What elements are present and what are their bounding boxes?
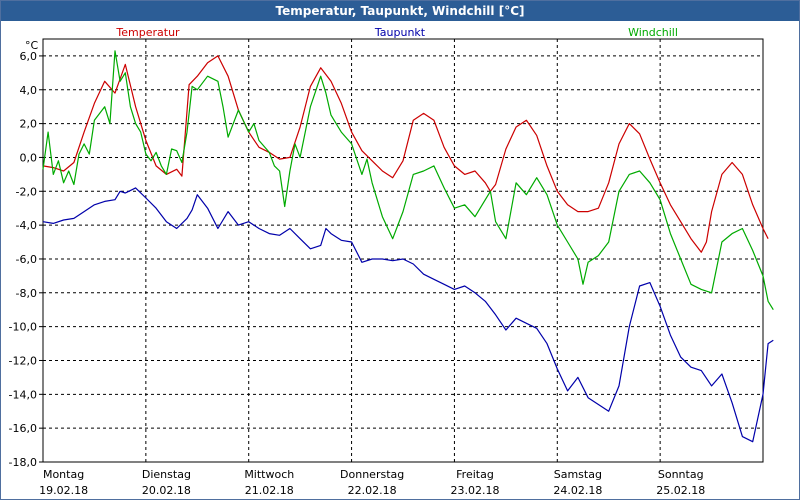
x-tick-label-date: 19.02.18 <box>39 484 88 497</box>
x-tick-label-day: Mittwoch <box>244 468 294 481</box>
legend-entry-taupunkt: Taupunkt <box>374 26 426 39</box>
x-tick-label-day: Dienstag <box>142 468 191 481</box>
y-tick-label: -10,0 <box>9 321 37 334</box>
series-line-taupunkt <box>42 187 774 443</box>
y-tick-label: 4,0 <box>20 84 38 97</box>
y-tick-label: 6,0 <box>20 50 38 63</box>
y-tick-label: 2,0 <box>20 118 38 131</box>
series-lines <box>42 50 774 443</box>
x-tick-label-day: Donnerstag <box>340 468 404 481</box>
y-tick-label: 0,0 <box>20 151 38 164</box>
series-line-temperatur <box>42 55 769 253</box>
x-tick-label-date: 25.02.18 <box>656 484 705 497</box>
legend: Temperatur Taupunkt Windchill <box>115 26 678 39</box>
y-tick-label: -14,0 <box>9 388 37 401</box>
y-axis: °C -18,0 -16,0 -14,0 -12,0 -10,0 -8,0 -6,0 -4,0 -… <box>9 39 43 469</box>
x-tick-label-day: Samstag <box>554 468 602 481</box>
y-tick-label: -4,0 <box>16 219 37 232</box>
x-tick-label-date: 23.02.18 <box>451 484 500 497</box>
x-tick-label-date: 24.02.18 <box>553 484 602 497</box>
x-tick-label-day: Sonntag <box>658 468 704 481</box>
series-line-windchill <box>42 50 774 311</box>
legend-entry-windchill: Windchill <box>628 26 678 39</box>
y-axis-unit: °C <box>25 39 39 52</box>
y-tick-label: -18,0 <box>9 456 37 469</box>
y-tick-label: -6,0 <box>16 253 37 266</box>
x-tick-label-day: Freitag <box>456 468 494 481</box>
x-tick-label-day: Montag <box>43 468 84 481</box>
x-axis: Montag 19.02.18 Dienstag 20.02.18 Mittwoch 21… <box>39 468 705 497</box>
y-tick-label: -2,0 <box>16 185 37 198</box>
chart-canvas: °C -18,0 -16,0 -14,0 -12,0 -10,0 -8,0 -6,0 -4,0 -… <box>9 26 774 497</box>
plot-area <box>42 38 764 463</box>
y-tick-label: -16,0 <box>9 422 37 435</box>
grid-lines <box>43 39 763 463</box>
x-tick-label-date: 20.02.18 <box>142 484 191 497</box>
window-title: Temperatur, Taupunkt, Windchill [°C] <box>1 1 799 21</box>
x-tick-label-date: 22.02.18 <box>348 484 397 497</box>
y-tick-label: -12,0 <box>9 354 37 367</box>
legend-entry-temperatur: Temperatur <box>115 26 180 39</box>
x-tick-label-date: 21.02.18 <box>245 484 294 497</box>
y-tick-label: -8,0 <box>16 287 37 300</box>
